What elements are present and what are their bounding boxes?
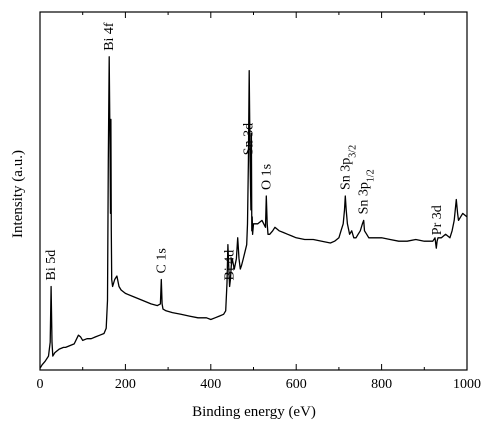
peak-label: O 1s <box>259 164 274 190</box>
peak-label: Bi 4d <box>223 250 238 281</box>
y-axis-label: Intensity (a.u.) <box>10 150 26 238</box>
x-tick-label: 800 <box>371 377 392 392</box>
x-tick-label: 1000 <box>453 377 481 392</box>
peak-label: Bi 4f <box>102 22 117 51</box>
x-axis-label: Binding energy (eV) <box>192 404 316 420</box>
peak-labels: Bi 5d Bi 4f C 1s Bi 4d Sn 3dO 1s Sn 3p3/2Sn 3… <box>44 22 445 280</box>
x-axis-ticks: 0 200 400 600 800 1000 <box>37 12 481 392</box>
spectrum-line <box>39 56 468 369</box>
spectrum-series <box>39 56 468 369</box>
x-tick-label: 400 <box>200 377 221 392</box>
peak-label: Sn 3d <box>241 123 256 155</box>
plot-frame <box>39 11 468 371</box>
peak-label: Pr 3d <box>430 205 445 235</box>
peak-label: Bi 5d <box>44 250 59 281</box>
peak-label: Sn 3p1/2 <box>357 169 377 214</box>
x-tick-label: 600 <box>286 377 307 392</box>
peak-label: C 1s <box>154 248 169 273</box>
plot-border <box>39 11 468 371</box>
x-tick-label: 0 <box>37 377 44 392</box>
x-tick-label: 200 <box>115 377 136 392</box>
peak-label: Sn 3p3/2 <box>338 145 358 190</box>
